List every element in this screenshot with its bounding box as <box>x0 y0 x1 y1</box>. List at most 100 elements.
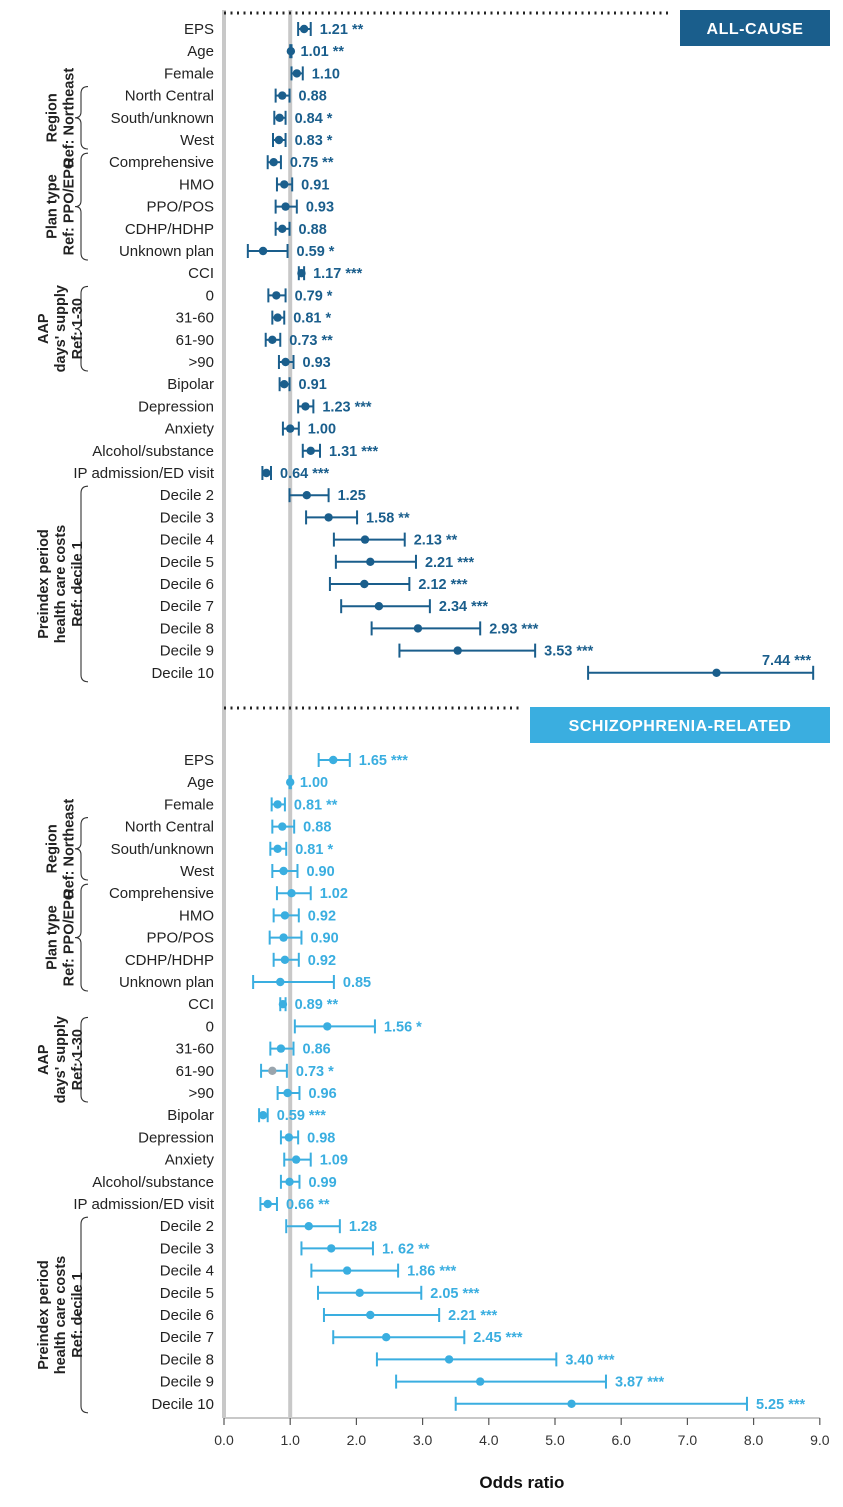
odds-ratio-point <box>366 557 375 566</box>
row-label: CCI <box>188 265 214 282</box>
odds-ratio-value: 0.88 <box>303 820 331 836</box>
odds-ratio-point <box>324 513 333 522</box>
odds-ratio-point <box>299 24 309 34</box>
odds-ratio-point <box>280 955 290 964</box>
odds-ratio-point <box>276 1044 286 1053</box>
group-brace <box>74 86 89 150</box>
group-label: Ref: Northeast <box>62 799 78 899</box>
odds-ratio-point <box>262 468 271 478</box>
group-label: Ref: Northeast <box>62 68 78 168</box>
odds-ratio-value: 2.21 *** <box>425 555 475 571</box>
row-label: Alcohol/substance <box>92 443 214 460</box>
odds-ratio-point <box>263 1199 272 1209</box>
panel-title: ALL-CAUSE <box>707 21 804 38</box>
group-label: days' supply <box>53 285 69 372</box>
odds-ratio-point <box>274 135 284 145</box>
row-label: Bipolar <box>167 376 214 393</box>
odds-ratio-point <box>286 424 295 433</box>
group-label: Ref: decile 1 <box>70 541 86 626</box>
row-label: Depression <box>138 398 214 415</box>
group-brace <box>74 1016 89 1103</box>
odds-ratio-point <box>355 1288 364 1298</box>
odds-ratio-point <box>342 1266 352 1275</box>
x-tick-label: 6.0 <box>611 1432 631 1448</box>
group-label: Plan type <box>45 174 61 238</box>
odds-ratio-value: 2.05 *** <box>430 1286 480 1302</box>
odds-ratio-point <box>284 1133 294 1142</box>
row-label: 61-90 <box>176 332 214 349</box>
odds-ratio-value: 0.88 <box>299 89 327 105</box>
row-label: Decile 4 <box>160 532 214 549</box>
odds-ratio-value: 0.75 ** <box>290 155 334 171</box>
row-label: 31-60 <box>176 310 214 327</box>
row-label: Female <box>164 65 214 82</box>
row-label: Anxiety <box>165 1152 215 1169</box>
odds-ratio-point <box>283 1088 292 1098</box>
odds-ratio-value: 0.81 * <box>293 311 331 327</box>
row-label: Unknown plan <box>119 243 214 260</box>
odds-ratio-point <box>268 1066 277 1076</box>
row-label: Decile 6 <box>160 1307 214 1324</box>
odds-ratio-point <box>278 822 287 831</box>
row-label: CCI <box>188 996 214 1013</box>
odds-ratio-value: 0.83 * <box>295 133 333 149</box>
odds-ratio-point <box>268 335 277 344</box>
odds-ratio-value: 0.89 ** <box>295 997 339 1013</box>
odds-ratio-point <box>273 800 282 809</box>
odds-ratio-point <box>475 1377 485 1386</box>
odds-ratio-value: 3.53 *** <box>544 644 594 660</box>
odds-ratio-point <box>278 91 287 100</box>
row-label: Age <box>187 774 214 791</box>
group-label: Ref: PPO/EPO <box>62 158 78 256</box>
row-label: PPO/POS <box>146 930 214 947</box>
odds-ratio-point <box>292 69 302 78</box>
odds-ratio-point <box>278 224 287 233</box>
odds-ratio-point <box>272 291 281 300</box>
row-label: South/unknown <box>111 841 214 858</box>
group-label: Ref: PPO/EPO <box>62 889 78 987</box>
odds-ratio-point <box>712 668 721 677</box>
odds-ratio-point <box>278 1000 288 1009</box>
row-label: Decile 8 <box>160 620 214 637</box>
odds-ratio-value: 1.28 <box>349 1219 377 1235</box>
group-brace <box>74 485 89 683</box>
odds-ratio-point <box>280 380 289 389</box>
row-label: Decile 8 <box>160 1351 214 1368</box>
row-label: Decile 3 <box>160 1240 214 1257</box>
x-tick-label: 7.0 <box>678 1432 698 1448</box>
odds-ratio-point <box>285 1177 294 1187</box>
row-label: 31-60 <box>176 1041 214 1058</box>
odds-ratio-value: 0.90 <box>306 864 334 880</box>
row-label: Comprehensive <box>109 154 214 171</box>
odds-ratio-point <box>297 269 306 278</box>
odds-ratio-value: 1.10 <box>312 66 340 82</box>
x-tick-label: 5.0 <box>545 1432 565 1448</box>
group-label: Preindex period <box>36 1260 52 1370</box>
row-label: >90 <box>189 1085 214 1102</box>
odds-ratio-value: 1. 62 ** <box>382 1241 430 1257</box>
odds-ratio-value: 0.88 <box>299 222 327 238</box>
row-label: Decile 4 <box>160 1263 214 1280</box>
odds-ratio-point <box>567 1399 576 1409</box>
odds-ratio-point <box>306 446 315 455</box>
odds-ratio-value: 1.00 <box>300 775 328 791</box>
group-brace <box>74 1216 89 1414</box>
row-label: Decile 5 <box>160 554 214 571</box>
odds-ratio-point <box>374 602 384 611</box>
panel-title: SCHIZOPHRENIA-RELATED <box>569 718 792 735</box>
odds-ratio-point <box>281 202 290 211</box>
odds-ratio-value: 0.85 <box>343 975 371 991</box>
x-tick-label: 9.0 <box>810 1432 830 1448</box>
odds-ratio-value: 0.96 <box>308 1086 336 1102</box>
row-label: EPS <box>184 21 214 38</box>
odds-ratio-value: 1.21 ** <box>320 22 364 38</box>
odds-ratio-point <box>279 933 288 942</box>
group-label: Ref: 1-30 <box>70 1029 86 1090</box>
odds-ratio-point <box>360 535 370 544</box>
odds-ratio-value: 0.59 * <box>297 244 335 260</box>
x-axis-title: Odds ratio <box>479 1473 564 1492</box>
odds-ratio-point <box>360 579 369 589</box>
odds-ratio-point <box>291 1155 301 1164</box>
odds-ratio-point <box>366 1310 375 1320</box>
row-label: IP admission/ED visit <box>73 1196 214 1213</box>
